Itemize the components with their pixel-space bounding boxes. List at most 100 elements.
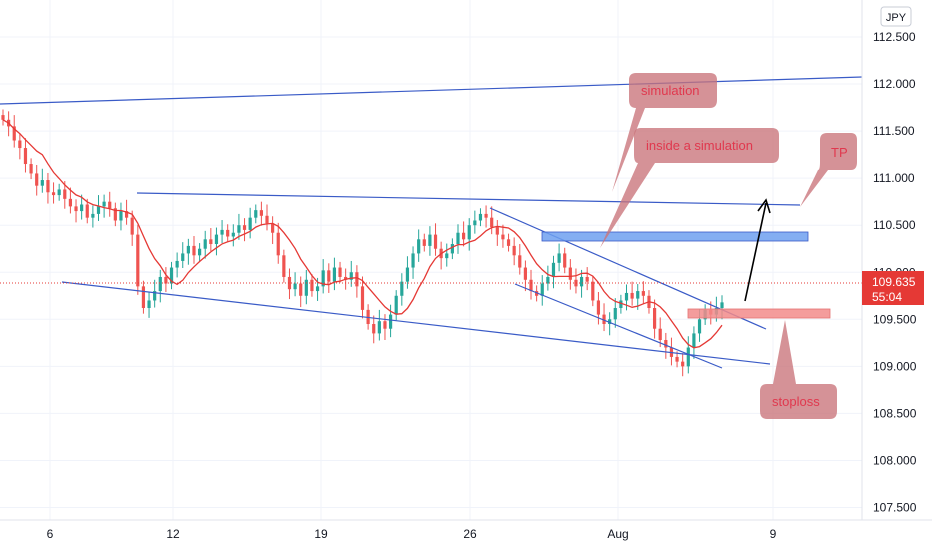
candle-body [265,215,269,224]
candle-body [602,314,606,325]
candle-body [102,201,106,207]
candle-body [506,239,511,246]
candle [596,292,601,325]
candle [422,233,426,252]
candle [226,224,230,243]
candle-body [136,234,140,287]
candle-body [456,232,460,245]
candle-body [96,206,101,214]
candle [495,220,499,246]
candle [652,299,657,339]
candle [113,202,117,227]
candle [681,353,685,377]
y-tick-label: 108.500 [873,406,917,420]
callout-tp-text: TP [831,145,848,160]
candle [136,224,140,295]
currency-badge[interactable]: JPY [880,6,912,27]
y-tick-label: 108.000 [873,453,917,467]
candle [102,194,106,218]
candle [450,238,454,260]
candle [619,294,623,314]
candle [293,272,297,297]
candle [563,247,567,274]
candle-body [46,180,50,193]
candle-body [579,276,584,287]
candle-body [214,234,219,245]
candle [141,280,146,314]
candle-body [12,126,16,141]
candle-body [450,244,454,254]
candle-body [551,262,556,277]
candle-body [540,283,544,296]
candle [456,224,460,254]
candle-body [29,164,33,174]
candle [85,198,89,224]
candle [51,182,56,204]
candle-body [108,201,112,209]
candle-body [153,291,157,301]
x-tick-label: 6 [47,527,54,541]
candle [35,164,39,196]
candle-body [388,314,393,329]
candle-body [377,321,381,334]
candle-body [57,189,61,196]
candle-body [411,253,415,268]
last-price-badge: 109.635 55:04 [862,271,924,305]
candle [299,276,303,308]
candle [574,268,578,294]
candle-body [490,217,494,228]
candle [579,269,584,298]
candle [23,138,28,173]
candle-body [74,206,78,212]
candle-body [512,245,516,256]
candle [372,315,376,344]
candle-body [1,115,5,120]
candle-body [344,276,348,280]
candle [630,281,634,306]
candle [57,183,61,201]
candle-body [282,255,286,277]
candle-body [372,324,376,334]
candle [355,265,359,298]
candle [675,351,679,368]
candle [254,204,258,224]
candle [608,312,612,336]
candle-body [658,328,662,341]
candle [242,218,247,242]
candle [557,243,561,272]
candle-body [147,300,151,309]
candle-body [360,286,365,310]
candle-body [293,283,297,290]
callout-inside-simulation: inside a simulation [600,128,779,248]
candle-body [613,308,617,320]
candle-body [400,281,404,296]
candle [394,290,398,321]
candle [237,213,241,240]
candle-body [681,361,685,367]
candle [248,207,252,239]
candle [551,255,556,289]
callout-inside-simulation-text: inside a simulation [646,138,753,153]
target-arrow [744,198,771,302]
y-tick-label: 112.500 [873,30,916,44]
y-tick-label: 107.500 [873,501,917,515]
candle-body [557,253,561,263]
candle [591,276,595,307]
candlestick-series [1,109,724,377]
resistance-zone [541,231,809,242]
candle [417,229,421,262]
candle [613,298,617,328]
bar-countdown: 55:04 [872,290,902,304]
candle-body [276,232,280,256]
trend-lines [0,76,863,369]
candle [585,267,589,291]
candle-body [529,279,533,292]
candle [203,230,207,259]
candle-body [332,267,337,282]
channel-lower-line [514,283,723,369]
y-tick-label: 107.000 [873,548,917,550]
candle [186,238,190,265]
candle-body [209,239,213,245]
candle-body [51,192,56,196]
